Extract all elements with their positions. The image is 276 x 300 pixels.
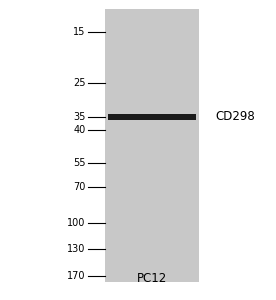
Bar	[108, 114, 196, 119]
Text: 35: 35	[73, 112, 86, 122]
Text: 55: 55	[73, 158, 86, 167]
Text: 130: 130	[67, 244, 86, 254]
Text: PC12: PC12	[137, 272, 167, 285]
Text: CD298: CD298	[215, 110, 255, 124]
Text: 15: 15	[73, 26, 86, 37]
Text: 25: 25	[73, 78, 86, 88]
Text: 70: 70	[73, 182, 86, 192]
Text: 170: 170	[67, 271, 86, 281]
Text: 100: 100	[67, 218, 86, 228]
Bar	[105, 9, 199, 282]
Text: 40: 40	[73, 125, 86, 135]
